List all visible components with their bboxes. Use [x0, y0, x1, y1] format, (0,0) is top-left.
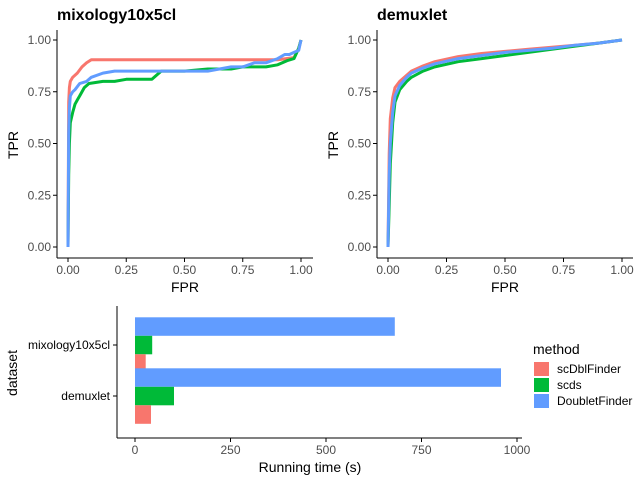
legend-items: scDblFinder scds DoubletFinder — [534, 362, 632, 408]
legend: method scDblFinder scds DoubletFinder — [533, 341, 632, 408]
bar-scdblfinder-mixology10x5cl — [135, 354, 146, 373]
roc2-x-tick-label: 1.00 — [610, 263, 634, 277]
roc1-x-tick-label: 0.25 — [115, 263, 139, 277]
bar-ylabel: dataset — [4, 350, 20, 396]
bar-x-tick-label: 500 — [316, 443, 336, 457]
bar-xlabel: Running time (s) — [259, 459, 362, 475]
roc1-x-ticks: 0.00 0.25 0.50 0.75 1.00 — [56, 258, 313, 277]
roc2-y-tick-label: 0.00 — [348, 240, 372, 254]
roc2-y-tick-label: 0.50 — [348, 137, 372, 151]
roc2-x-tick-label: 0.25 — [435, 263, 459, 277]
roc2-lines — [386, 38, 623, 248]
bar-scds-mixology10x5cl — [135, 335, 153, 355]
bar-scds-demuxlet — [135, 386, 174, 406]
bar-x-ticks: 0 250 500 750 1000 — [132, 438, 531, 457]
roc1-x-tick-label: 0.50 — [173, 263, 197, 277]
bar-doubletfinder-demuxlet — [135, 368, 501, 387]
bar-rects — [135, 317, 501, 424]
legend-key-scdblfinder — [534, 362, 549, 376]
roc-panel-demuxlet: demuxlet FPR TPR 0.00 0.25 0.50 0.75 1.00 0.… — [325, 7, 634, 295]
roc1-x-tick-label: 1.00 — [289, 263, 313, 277]
roc2-xlabel: FPR — [491, 279, 519, 295]
bar-x-tick-label: 1000 — [504, 443, 531, 457]
roc2-y-tick-label: 1.00 — [348, 33, 372, 47]
roc1-line-scdblfinder — [66, 39, 303, 248]
roc2-y-tick-label: 0.25 — [348, 188, 372, 202]
roc2-x-tick-label: 0.75 — [552, 263, 576, 277]
bar-category-label: demuxlet — [61, 389, 110, 403]
roc2-y-ticks: 0.00 0.25 0.50 0.75 1.00 — [348, 33, 377, 254]
roc1-y-ticks: 0.00 0.25 0.50 0.75 1.00 — [28, 33, 57, 254]
roc1-ylabel: TPR — [5, 131, 21, 159]
roc2-x-ticks: 0.00 0.25 0.50 0.75 1.00 — [376, 258, 634, 277]
roc2-x-tick-label: 0.00 — [376, 263, 400, 277]
roc1-y-tick-label: 0.75 — [28, 85, 52, 99]
roc1-y-tick-label: 0.00 — [28, 240, 52, 254]
legend-title: method — [533, 341, 580, 357]
roc1-x-tick-label: 0.00 — [56, 263, 80, 277]
roc1-y-tick-label: 0.25 — [28, 188, 52, 202]
legend-label-scdblfinder: scDblFinder — [557, 362, 621, 376]
roc2-title: demuxlet — [377, 7, 448, 24]
bar-category-labels: mixology10x5cl demuxlet — [28, 338, 117, 403]
roc1-xlabel: FPR — [171, 279, 199, 295]
roc1-y-tick-label: 0.50 — [28, 137, 52, 151]
roc2-line-doubletfinder — [386, 38, 623, 248]
roc1-y-tick-label: 1.00 — [28, 33, 52, 47]
runtime-bar-panel: Running time (s) dataset 0 250 500 750 1000 … — [4, 306, 531, 475]
roc1-lines — [66, 39, 303, 248]
legend-key-scds — [534, 378, 549, 392]
roc2-ylabel: TPR — [325, 131, 341, 159]
bar-x-tick-label: 250 — [220, 443, 240, 457]
legend-key-doubletfinder — [534, 394, 549, 408]
roc2-line-scds — [386, 38, 623, 248]
roc1-line-doubletfinder — [66, 39, 303, 248]
bar-x-tick-label: 750 — [411, 443, 431, 457]
legend-label-scds: scds — [557, 378, 582, 392]
roc2-y-tick-label: 0.75 — [348, 85, 372, 99]
bar-category-label: mixology10x5cl — [28, 338, 110, 352]
legend-label-doubletfinder: DoubletFinder — [557, 394, 632, 408]
roc2-x-tick-label: 0.50 — [493, 263, 517, 277]
bar-x-tick-label: 0 — [132, 443, 139, 457]
bar-doubletfinder-mixology10x5cl — [135, 317, 395, 336]
roc-panel-mixology10x5cl: mixology10x5cl FPR TPR 0.00 0.25 0.50 0.75 1… — [5, 7, 313, 295]
bar-scdblfinder-demuxlet — [135, 405, 151, 424]
roc1-title: mixology10x5cl — [57, 7, 176, 24]
roc1-x-tick-label: 0.75 — [231, 263, 255, 277]
roc1-line-scds — [66, 39, 303, 248]
